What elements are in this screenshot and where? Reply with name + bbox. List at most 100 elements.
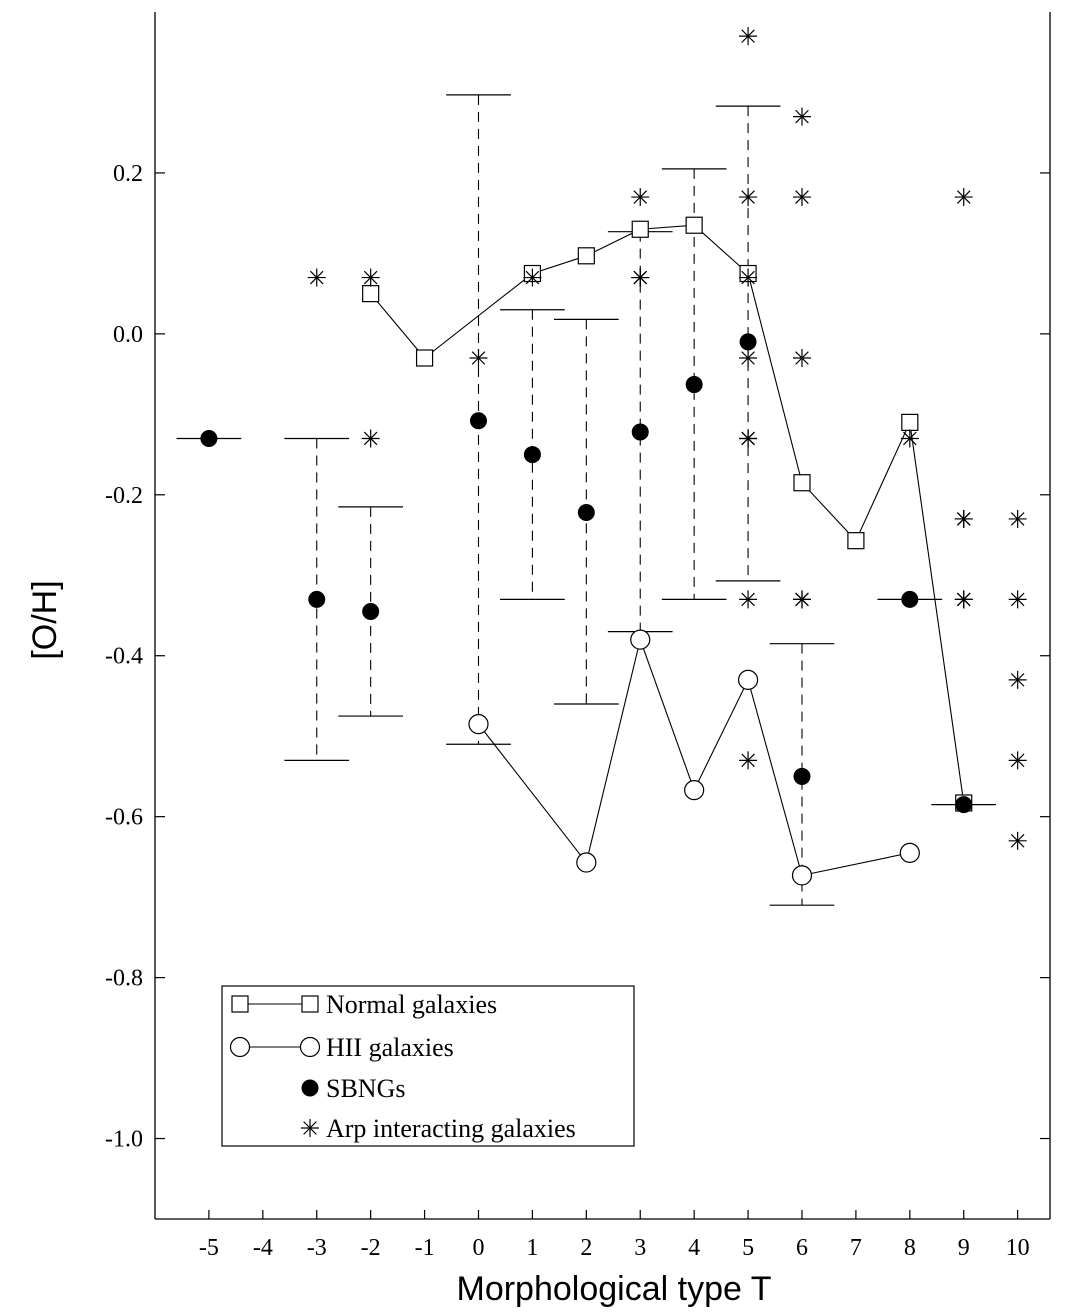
marker-normal-galaxy: [793, 474, 811, 492]
marker-arp-galaxy: [739, 429, 758, 448]
marker-normal-galaxy: [631, 220, 649, 238]
marker-normal-galaxy: [847, 532, 865, 550]
marker-hii-galaxy: [229, 1036, 251, 1058]
plot-frame: [154, 12, 1051, 1220]
x-tick-label: -4: [253, 1235, 273, 1261]
y-tick-label: -0.8: [105, 966, 143, 992]
marker-sbng: [955, 796, 973, 814]
marker-arp-galaxy: [739, 590, 758, 609]
marker-normal-galaxy: [231, 995, 249, 1013]
marker-arp-galaxy: [1008, 590, 1027, 609]
legend-entry: SBNGs: [301, 1074, 405, 1103]
marker-sbng: [200, 429, 218, 447]
legend-label: Arp interacting galaxies: [326, 1114, 576, 1143]
y-tick-label: 0.2: [113, 161, 143, 187]
marker-arp-galaxy: [954, 188, 973, 207]
marker-arp-galaxy: [1008, 751, 1027, 770]
marker-hii-galaxy: [630, 629, 651, 650]
marker-hii-galaxy: [899, 842, 920, 863]
marker-sbng: [308, 590, 326, 608]
marker-normal-galaxy: [685, 216, 703, 234]
marker-hii-galaxy: [576, 852, 597, 873]
x-tick-label: 3: [634, 1235, 646, 1261]
marker-arp-galaxy: [469, 349, 488, 368]
x-tick-label: -1: [415, 1235, 435, 1261]
data-markers: [200, 27, 1027, 886]
x-axis-title: Morphological type T: [457, 1270, 772, 1308]
x-tick-label: 4: [688, 1235, 700, 1261]
x-tick-label: 6: [796, 1235, 808, 1261]
marker-hii-galaxy: [791, 865, 813, 886]
marker-arp-galaxy: [900, 429, 919, 448]
marker-arp-galaxy: [1008, 831, 1027, 850]
x-tick-label: -2: [361, 1235, 381, 1261]
y-tick-label: -0.2: [105, 483, 143, 509]
marker-sbng: [631, 423, 649, 441]
x-tick-label: 8: [904, 1235, 916, 1261]
marker-arp-galaxy: [301, 1119, 319, 1137]
x-tick-label: -3: [307, 1235, 327, 1261]
marker-normal-galaxy: [301, 995, 319, 1013]
x-axis-ticks: -5 -4 -3 -2 -1 0 1 2 3 4 5 6 7 8 9 10: [199, 1210, 1030, 1261]
y-tick-label: -0.4: [105, 644, 143, 670]
y-tick-label: 0.0: [113, 322, 143, 348]
y-tick-label: -0.6: [105, 805, 143, 831]
marker-normal-galaxy: [577, 247, 595, 265]
marker-hii-galaxy: [468, 714, 489, 735]
marker-arp-galaxy: [739, 188, 758, 207]
error-bars: [176, 94, 997, 906]
marker-normal-galaxy: [901, 413, 919, 431]
marker-sbng: [523, 446, 541, 464]
marker-arp-galaxy: [1008, 509, 1027, 528]
legend-entry: Normal galaxies: [231, 990, 497, 1019]
x-tick-label: 0: [472, 1235, 484, 1261]
marker-sbng: [793, 767, 811, 785]
marker-sbng: [301, 1079, 319, 1097]
marker-normal-galaxy: [415, 349, 434, 367]
y-axis-ticks: 0.2 0.0 -0.2 -0.4 -0.6 -0.8 -1.0: [105, 161, 1050, 1153]
legend-entry: Arp interacting galaxies: [301, 1114, 576, 1143]
y-tick-label: -1.0: [105, 1127, 143, 1153]
marker-arp-galaxy: [631, 268, 650, 287]
series-lines: [370, 224, 965, 877]
marker-arp-galaxy: [361, 268, 380, 287]
x-tick-label: 10: [1006, 1235, 1030, 1261]
marker-arp-galaxy: [954, 509, 973, 528]
marker-hii-galaxy: [737, 669, 759, 690]
marker-arp-galaxy: [739, 268, 758, 287]
marker-arp-galaxy: [307, 268, 326, 287]
legend-label: SBNGs: [326, 1074, 405, 1103]
x-tick-label: 2: [580, 1235, 592, 1261]
marker-arp-galaxy: [523, 268, 542, 287]
marker-sbng: [685, 376, 703, 394]
y-axis-title: [O/H]: [26, 580, 64, 659]
series-line: [478, 637, 910, 877]
legend-box: [221, 985, 635, 1147]
legend: Normal galaxies HII galaxies SBNGs Arp inte…: [221, 985, 635, 1147]
marker-arp-galaxy: [739, 349, 758, 368]
marker-sbng: [739, 333, 757, 351]
marker-arp-galaxy: [792, 188, 811, 207]
x-tick-label: 9: [958, 1235, 970, 1261]
marker-sbng: [901, 590, 919, 608]
x-tick-label: 7: [850, 1235, 862, 1261]
x-tick-label: 1: [526, 1235, 538, 1261]
legend-label: Normal galaxies: [326, 990, 497, 1019]
marker-arp-galaxy: [361, 429, 380, 448]
marker-arp-galaxy: [739, 27, 758, 46]
marker-arp-galaxy: [954, 590, 973, 609]
marker-arp-galaxy: [1008, 670, 1027, 689]
legend-label: HII galaxies: [326, 1033, 454, 1062]
marker-sbng: [469, 412, 487, 430]
marker-hii-galaxy: [684, 780, 705, 801]
marker-arp-galaxy: [792, 107, 811, 126]
marker-arp-galaxy: [631, 188, 650, 207]
marker-hii-galaxy: [299, 1036, 321, 1058]
x-tick-label: -5: [199, 1235, 219, 1261]
marker-normal-galaxy: [362, 285, 380, 303]
marker-arp-galaxy: [792, 349, 811, 368]
legend-entry: HII galaxies: [229, 1033, 454, 1062]
x-tick-label: 5: [742, 1235, 754, 1261]
marker-arp-galaxy: [792, 590, 811, 609]
